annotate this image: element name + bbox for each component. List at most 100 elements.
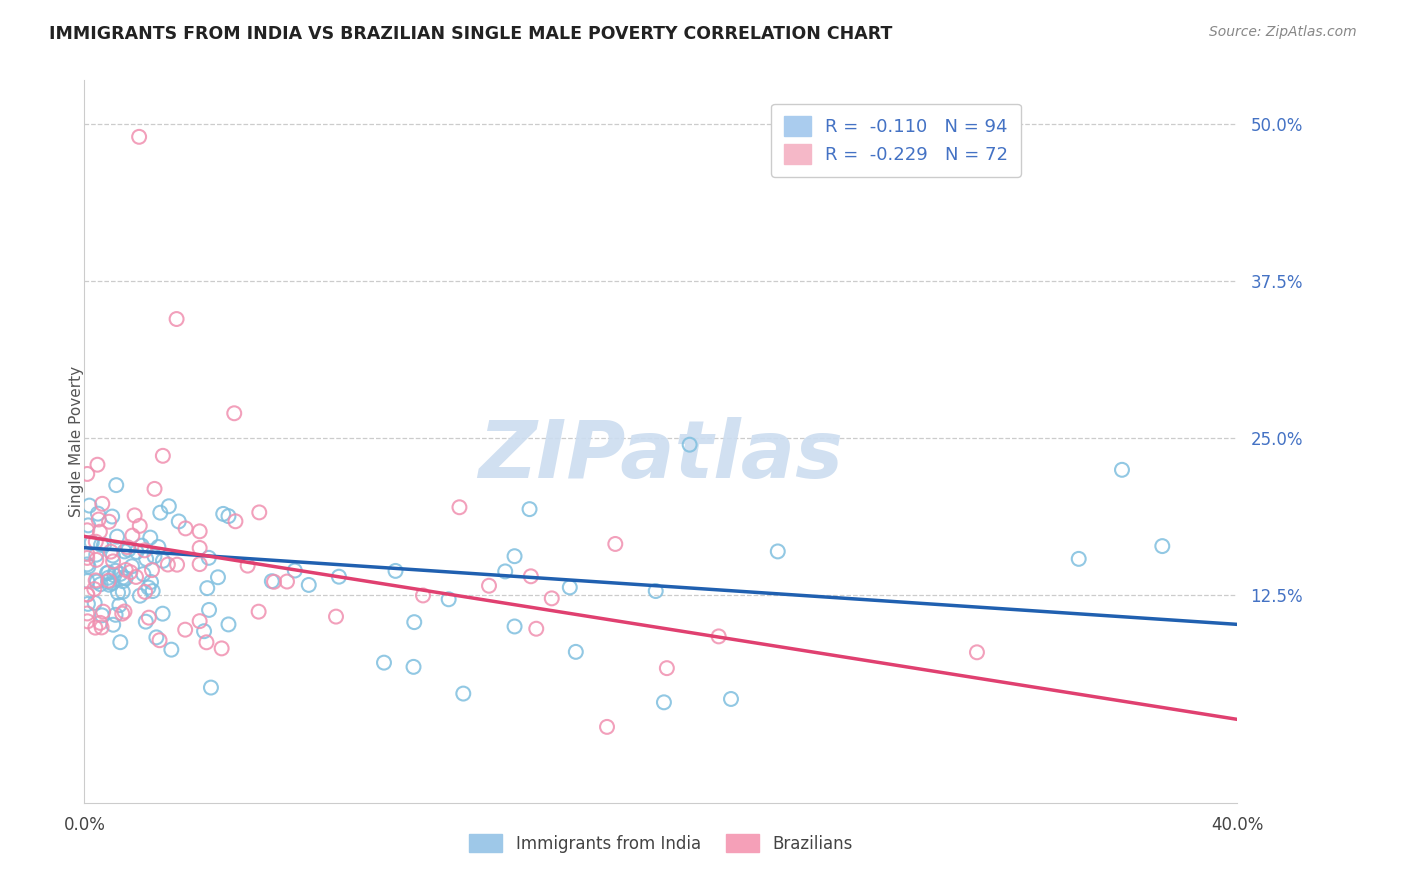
Point — [503, 549, 526, 564]
Point — [104, 607, 127, 622]
Point — [132, 567, 155, 582]
Point — [207, 570, 229, 584]
Text: Source: ZipAtlas.com: Source: ZipAtlas.com — [1209, 25, 1357, 39]
Point — [125, 545, 148, 559]
Point — [652, 695, 675, 709]
Point — [478, 579, 501, 593]
Point — [114, 544, 136, 558]
Point — [328, 570, 350, 584]
Point — [224, 514, 246, 528]
Point — [139, 531, 162, 545]
Point — [134, 585, 156, 599]
Point — [1152, 539, 1174, 553]
Point — [540, 591, 562, 606]
Point — [707, 629, 730, 643]
Point — [298, 578, 321, 592]
Point — [143, 549, 166, 564]
Point — [284, 564, 307, 578]
Point — [218, 617, 240, 632]
Point — [142, 584, 165, 599]
Point — [157, 500, 180, 514]
Point — [101, 509, 124, 524]
Point — [120, 565, 142, 579]
Point — [91, 605, 114, 619]
Point — [412, 589, 434, 603]
Point — [84, 574, 107, 588]
Point — [247, 605, 270, 619]
Point — [152, 554, 174, 568]
Point — [160, 642, 183, 657]
Y-axis label: Single Male Poverty: Single Male Poverty — [69, 366, 83, 517]
Point — [156, 558, 179, 572]
Point — [135, 552, 157, 566]
Point — [373, 656, 395, 670]
Point — [90, 538, 112, 552]
Point — [134, 543, 156, 558]
Point — [84, 553, 107, 567]
Point — [76, 587, 98, 601]
Point — [101, 549, 124, 563]
Point — [200, 681, 222, 695]
Point — [139, 574, 162, 589]
Legend: Immigrants from India, Brazilians: Immigrants from India, Brazilians — [463, 828, 859, 860]
Point — [138, 610, 160, 624]
Point — [596, 720, 619, 734]
Point — [91, 497, 114, 511]
Point — [111, 584, 134, 599]
Point — [148, 633, 170, 648]
Point — [114, 571, 136, 585]
Point — [720, 692, 742, 706]
Point — [325, 609, 347, 624]
Point — [148, 540, 170, 554]
Point — [247, 505, 270, 519]
Point — [91, 608, 114, 623]
Point — [103, 568, 125, 582]
Point — [90, 577, 112, 591]
Point — [174, 623, 197, 637]
Point — [404, 615, 426, 629]
Point — [110, 566, 132, 581]
Point — [524, 622, 547, 636]
Point — [128, 519, 150, 533]
Point — [84, 621, 107, 635]
Point — [211, 641, 233, 656]
Point — [565, 645, 588, 659]
Point — [76, 467, 98, 481]
Point — [76, 615, 98, 629]
Point — [90, 620, 112, 634]
Point — [111, 571, 134, 585]
Point — [195, 635, 218, 649]
Point — [152, 449, 174, 463]
Point — [100, 544, 122, 558]
Point — [104, 564, 127, 578]
Point — [83, 596, 105, 610]
Point — [84, 548, 107, 562]
Point — [117, 540, 139, 554]
Point — [77, 518, 100, 533]
Point — [128, 129, 150, 144]
Point — [188, 541, 211, 555]
Point — [166, 312, 188, 326]
Point — [276, 574, 298, 589]
Point — [86, 574, 108, 589]
Point — [520, 569, 543, 583]
Point — [83, 582, 105, 596]
Point — [105, 478, 128, 492]
Point — [108, 598, 131, 612]
Point — [437, 592, 460, 607]
Point — [125, 570, 148, 584]
Point — [149, 506, 172, 520]
Point — [141, 563, 163, 577]
Point — [80, 535, 103, 549]
Point — [84, 534, 107, 549]
Point — [98, 578, 121, 592]
Point — [260, 574, 283, 589]
Point — [103, 617, 125, 632]
Point — [111, 607, 134, 621]
Point — [86, 458, 108, 472]
Point — [503, 619, 526, 633]
Point — [76, 588, 98, 602]
Point — [143, 482, 166, 496]
Point — [76, 574, 98, 588]
Point — [101, 554, 124, 568]
